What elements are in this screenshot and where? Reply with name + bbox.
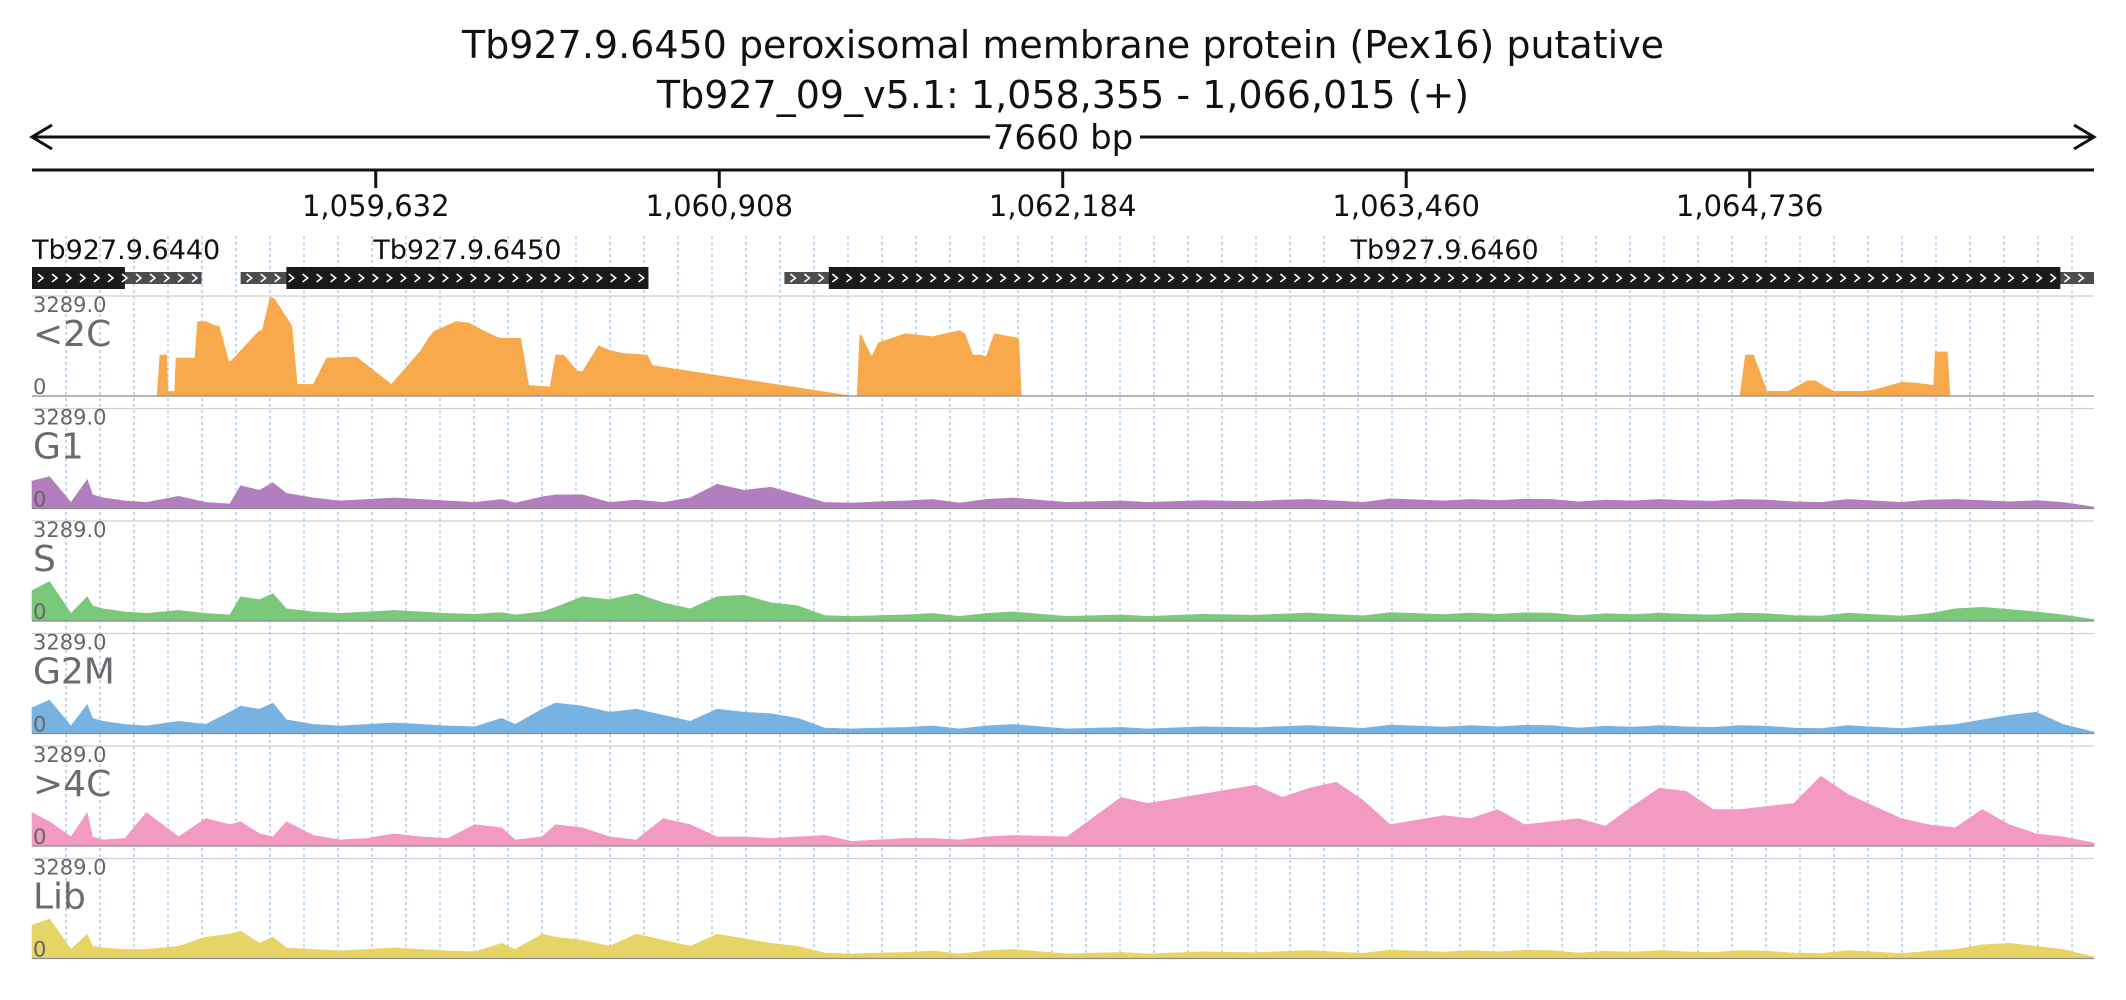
track-ymax-label-3: 3289.0 <box>33 631 106 655</box>
coverage-tracks: 3289.0<2C03289.0G103289.0S03289.0G2M0328… <box>31 293 2095 962</box>
span-arrow-right-head <box>2073 123 2097 151</box>
track-2: 3289.0S 0 <box>31 518 2095 624</box>
gene-1[interactable]: Tb927.9.6450 <box>240 235 649 289</box>
gene-cds-bar-0 <box>32 267 125 289</box>
track-ymax-label-4: 3289.0 <box>33 743 106 767</box>
x-tick-label-2: 1,062,184 <box>989 189 1137 223</box>
track-ymin-label-2: 0 <box>33 600 46 624</box>
track-ymin-label-1: 0 <box>33 488 46 512</box>
gene-strand-arrows-2 <box>789 273 2085 283</box>
gene-strand-arrows-1 <box>246 273 645 283</box>
chart-title: Tb927.9.6450 peroxisomal membrane protei… <box>461 23 1664 67</box>
span-arrow: 7660 bp <box>29 118 2097 158</box>
track-4: 3289.0>4C 0 <box>31 743 2095 849</box>
gene-track: Tb927.9.6440 Tb927.9.6450 Tb927.9.6460 <box>31 235 2095 289</box>
track-ymin-label-0: 0 <box>33 375 46 399</box>
coverage-area-4 <box>31 775 2095 847</box>
track-name-0: <2C <box>33 314 111 355</box>
gene-cds-bar-1 <box>286 267 649 289</box>
track-0: 3289.0<2C 0 <box>32 293 2094 399</box>
track-ymax-label-2: 3289.0 <box>33 518 106 542</box>
x-tick-label-3: 1,063,460 <box>1332 189 1480 223</box>
track-name-1: G1 <box>33 427 84 468</box>
coverage-area-5 <box>31 918 2095 959</box>
coverage-area-3 <box>31 699 2095 734</box>
track-ymin-label-3: 0 <box>33 713 46 737</box>
track-name-4: >4C <box>33 764 111 805</box>
coverage-area-2 <box>31 581 2095 622</box>
gene-strand-arrows-0 <box>37 273 199 283</box>
x-tick-label-0: 1,059,632 <box>302 189 450 223</box>
gene-label-1: Tb927.9.6450 <box>372 235 561 266</box>
x-tick-label-1: 1,060,908 <box>645 189 793 223</box>
gene-2[interactable]: Tb927.9.6460 <box>784 235 2095 289</box>
track-name-5: Lib <box>33 877 86 918</box>
chart-subtitle: Tb927_09_v5.1: 1,058,355 - 1,066,015 (+) <box>656 73 1469 117</box>
track-ymax-label-0: 3289.0 <box>33 293 106 317</box>
coverage-area-0 <box>32 296 2094 397</box>
gene-label-0: Tb927.9.6440 <box>31 235 220 266</box>
gene-cds-bar-2 <box>828 267 2061 289</box>
span-arrow-left-head <box>29 123 53 151</box>
track-1: 3289.0G1 0 <box>31 406 2095 512</box>
x-tick-label-4: 1,064,736 <box>1676 189 1824 223</box>
track-ymax-label-5: 3289.0 <box>33 856 106 880</box>
gene-label-2: Tb927.9.6460 <box>1349 235 1538 266</box>
gene-0[interactable]: Tb927.9.6440 <box>31 235 220 289</box>
gridlines <box>65 236 2073 962</box>
track-ymax-label-1: 3289.0 <box>33 406 106 430</box>
track-ymin-label-5: 0 <box>33 938 46 962</box>
track-name-2: S <box>33 539 56 580</box>
coordinate-axis: 1,059,632 1,060,908 1,062,184 1,063,460 1,06… <box>32 168 2094 223</box>
span-label: 7660 bp <box>993 118 1134 158</box>
track-name-3: G2M <box>33 652 115 693</box>
coverage-area-1 <box>31 476 2095 509</box>
track-ymin-label-4: 0 <box>33 825 46 849</box>
